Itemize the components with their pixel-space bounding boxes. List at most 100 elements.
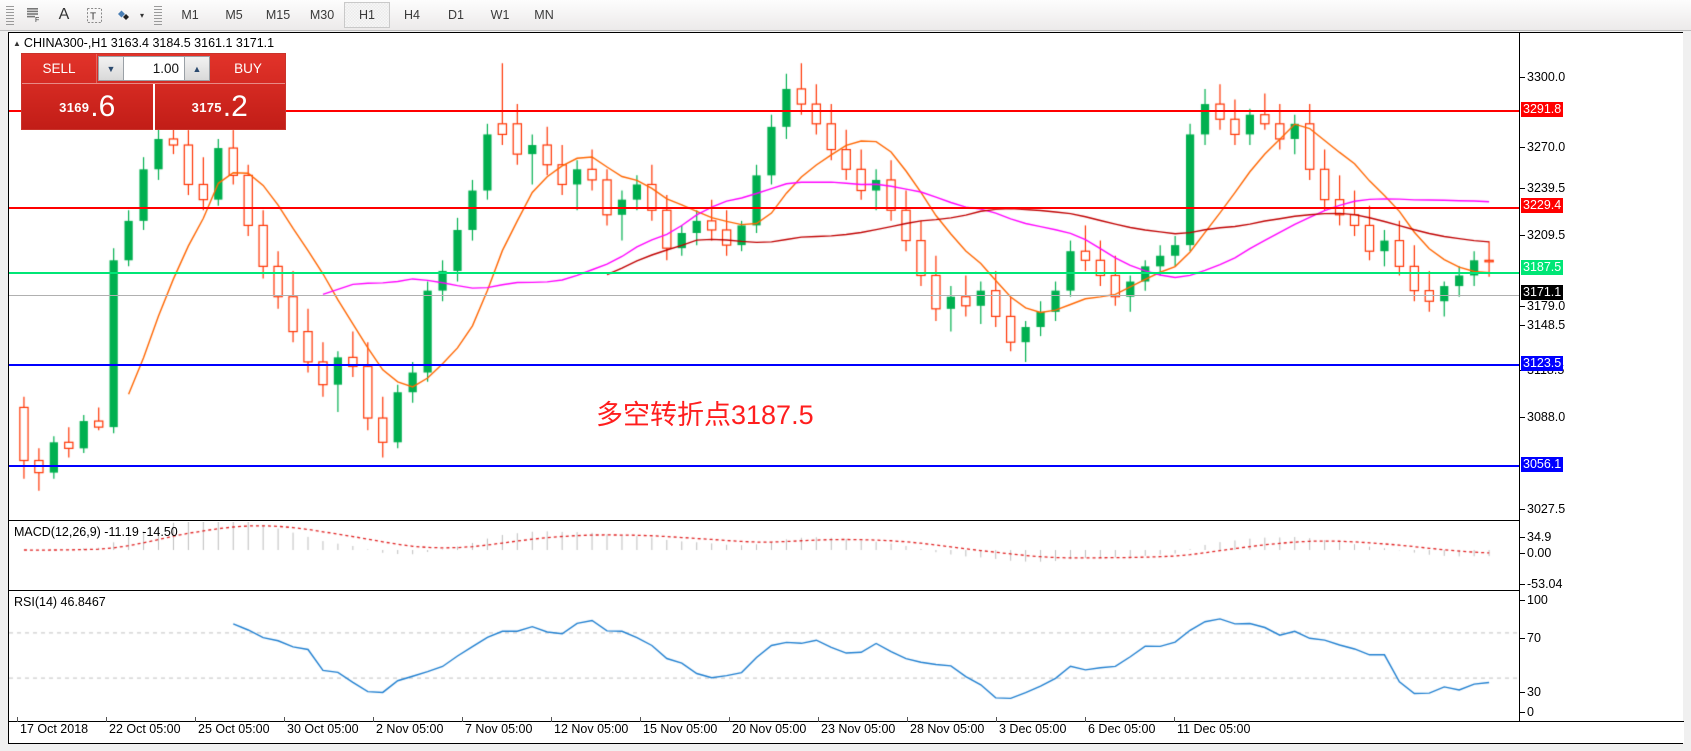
timeframe-w1[interactable]: W1 [490,8,510,22]
rsi-panel-divider [9,590,1519,591]
time-tick-mark [106,717,107,722]
svg-text:T: T [90,11,96,22]
timeframe-m5[interactable]: M5 [225,8,243,22]
buy-button[interactable]: BUY [234,61,262,76]
one-click-trade-panel[interactable]: SELL ▼ 1.00 ▲ BUY 3169.6 3175.2 [21,53,286,130]
time-label-22-Oct-05-00: 22 Oct 05:00 [109,722,181,736]
symbol-ohlc-bar: ▲ CHINA300-,H1 3163.4 3184.5 3161.1 3171.… [13,36,274,50]
time-tick-mark [373,717,374,722]
macd-label: MACD(12,26,9) -11.19 -14.50 [14,525,178,539]
trade-panel-prices: 3169.6 3175.2 [22,83,285,130]
resistance-3229-4[interactable] [9,207,1519,209]
time-tick-mark [17,717,18,722]
timeframe-h4[interactable]: H4 [404,8,420,22]
price-tick-3270-0: 3270.0 [1520,140,1565,154]
objects-icon[interactable] [109,2,139,28]
time-tick-mark [818,717,819,722]
timeframe-h1[interactable]: H1 [344,2,391,28]
price-tick-3027-5: 3027.5 [1520,502,1565,516]
price-tick-3088-0: 3088.0 [1520,410,1565,424]
sell-price-fraction: .6 [90,90,116,123]
price-tick-3239-5: 3239.5 [1520,181,1565,195]
objects-dropdown-caret-icon[interactable]: ▾ [140,10,145,20]
rsi-label: RSI(14) 46.8467 [14,595,106,609]
rsi-scale-70: 70 [1520,631,1541,645]
pivot-3187-5[interactable] [9,272,1519,274]
price-label-3187-5: 3187.5 [1521,260,1564,275]
chart-window[interactable]: ▲ CHINA300-,H1 3163.4 3184.5 3161.1 3171.… [8,32,1684,744]
text-label-icon[interactable]: T [79,2,109,28]
macd-scale-53-04: -53.04 [1520,577,1562,591]
timeframe-d1[interactable]: D1 [448,8,464,22]
symbol-ohlc-text: CHINA300-,H1 3163.4 3184.5 3161.1 3171.1 [23,36,275,50]
support-3056-1[interactable] [9,465,1519,467]
sell-price[interactable]: 3169.6 [22,84,155,130]
price-scale[interactable]: 3300.03270.03239.53209.53179.03148.53118… [1519,33,1683,722]
price-label-3171-1: 3171.1 [1521,285,1564,300]
sell-price-integer: 3169 [59,99,90,115]
rsi-canvas[interactable] [9,592,1519,723]
chart-annotation-text: 多空转折点3187.5 [596,400,814,430]
resistance-3291-8[interactable] [9,110,1519,112]
price-label-3291-8: 3291.8 [1521,102,1564,117]
time-scale[interactable]: 17 Oct 2018 22 Oct 05:00 25 Oct 05:00 30 Oc… [9,717,1684,743]
time-label-15-Nov-05-00: 15 Nov 05:00 [643,722,718,736]
time-label-6-Dec-05-00: 6 Dec 05:00 [1088,722,1156,736]
buy-price[interactable]: 3175.2 [155,84,286,130]
timeframe-m30[interactable]: M30 [309,8,335,22]
time-tick-mark [729,717,730,722]
time-label-30-Oct-05-00: 30 Oct 05:00 [287,722,359,736]
time-label-12-Nov-05-00: 12 Nov 05:00 [554,722,629,736]
time-tick-mark [195,717,196,722]
toolbar-separator-grip[interactable] [152,4,163,26]
macd-scale-0-00: 0.00 [1520,546,1551,560]
time-label-20-Nov-05-00: 20 Nov 05:00 [732,722,807,736]
price-tick-3209-5: 3209.5 [1520,228,1565,242]
price-label-3123-5: 3123.5 [1521,356,1564,371]
support-3123-5[interactable] [9,364,1519,366]
price-tick-3179-0: 3179.0 [1520,299,1565,313]
time-label-2-Nov-05-00: 2 Nov 05:00 [376,722,444,736]
time-tick-mark [1085,717,1086,722]
macd-scale-34-9: 34.9 [1520,530,1551,544]
time-tick-mark [907,717,908,722]
main-toolbar: F A T ▾ M1 M5 M15 M30 H1 H4 D1 W1 MN [0,0,1691,31]
toolbar-drag-grip[interactable] [4,4,16,26]
time-tick-mark [1174,717,1175,722]
time-label-28-Nov-05-00: 28 Nov 05:00 [910,722,985,736]
time-label-3-Dec-05-00: 3 Dec 05:00 [999,722,1067,736]
timeframe-m15[interactable]: M15 [265,8,291,22]
volume-stepper[interactable]: ▼ 1.00 ▲ [98,56,210,81]
time-label-17-Oct-2018: 17 Oct 2018 [20,722,89,736]
price-label-3229-4: 3229.4 [1521,198,1564,213]
collapse-triangle-icon[interactable]: ▲ [13,39,21,49]
rsi-scale-100: 100 [1520,593,1548,607]
time-label-7-Nov-05-00: 7 Nov 05:00 [465,722,533,736]
volume-increase-button[interactable]: ▲ [184,56,210,81]
price-tick-3148-5: 3148.5 [1520,318,1565,332]
time-label-11-Dec-05-00: 11 Dec 05:00 [1177,722,1251,736]
text-a-icon[interactable]: A [58,6,70,23]
macd-canvas[interactable] [9,522,1519,590]
buy-price-fraction: .2 [222,90,248,123]
sell-button[interactable]: SELL [22,54,97,83]
volume-decrease-button[interactable]: ▼ [98,56,124,81]
crosshair-f-icon[interactable]: F [19,2,49,28]
time-tick-mark [284,717,285,722]
current-price-3171-1[interactable] [9,295,1519,296]
time-label-23-Nov-05-00: 23 Nov 05:00 [821,722,896,736]
timeframe-mn[interactable]: MN [534,8,554,22]
time-label-25-Oct-05-00: 25 Oct 05:00 [198,722,270,736]
svg-text:F: F [35,17,39,23]
volume-input[interactable]: 1.00 [124,56,184,81]
time-tick-mark [462,717,463,722]
price-label-3056-1: 3056.1 [1521,457,1564,472]
timeframe-m1[interactable]: M1 [181,8,199,22]
macd-panel-divider [9,520,1519,521]
time-tick-mark [551,717,552,722]
time-tick-mark [996,717,997,722]
price-tick-3300-0: 3300.0 [1520,70,1565,84]
rsi-scale-30: 30 [1520,685,1541,699]
buy-price-integer: 3175 [191,99,222,115]
